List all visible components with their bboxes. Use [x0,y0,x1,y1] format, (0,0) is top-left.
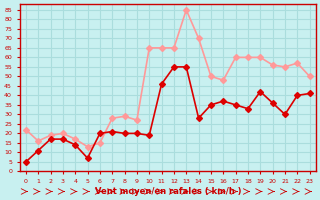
X-axis label: Vent moyen/en rafales ( km/h ): Vent moyen/en rafales ( km/h ) [94,187,241,196]
